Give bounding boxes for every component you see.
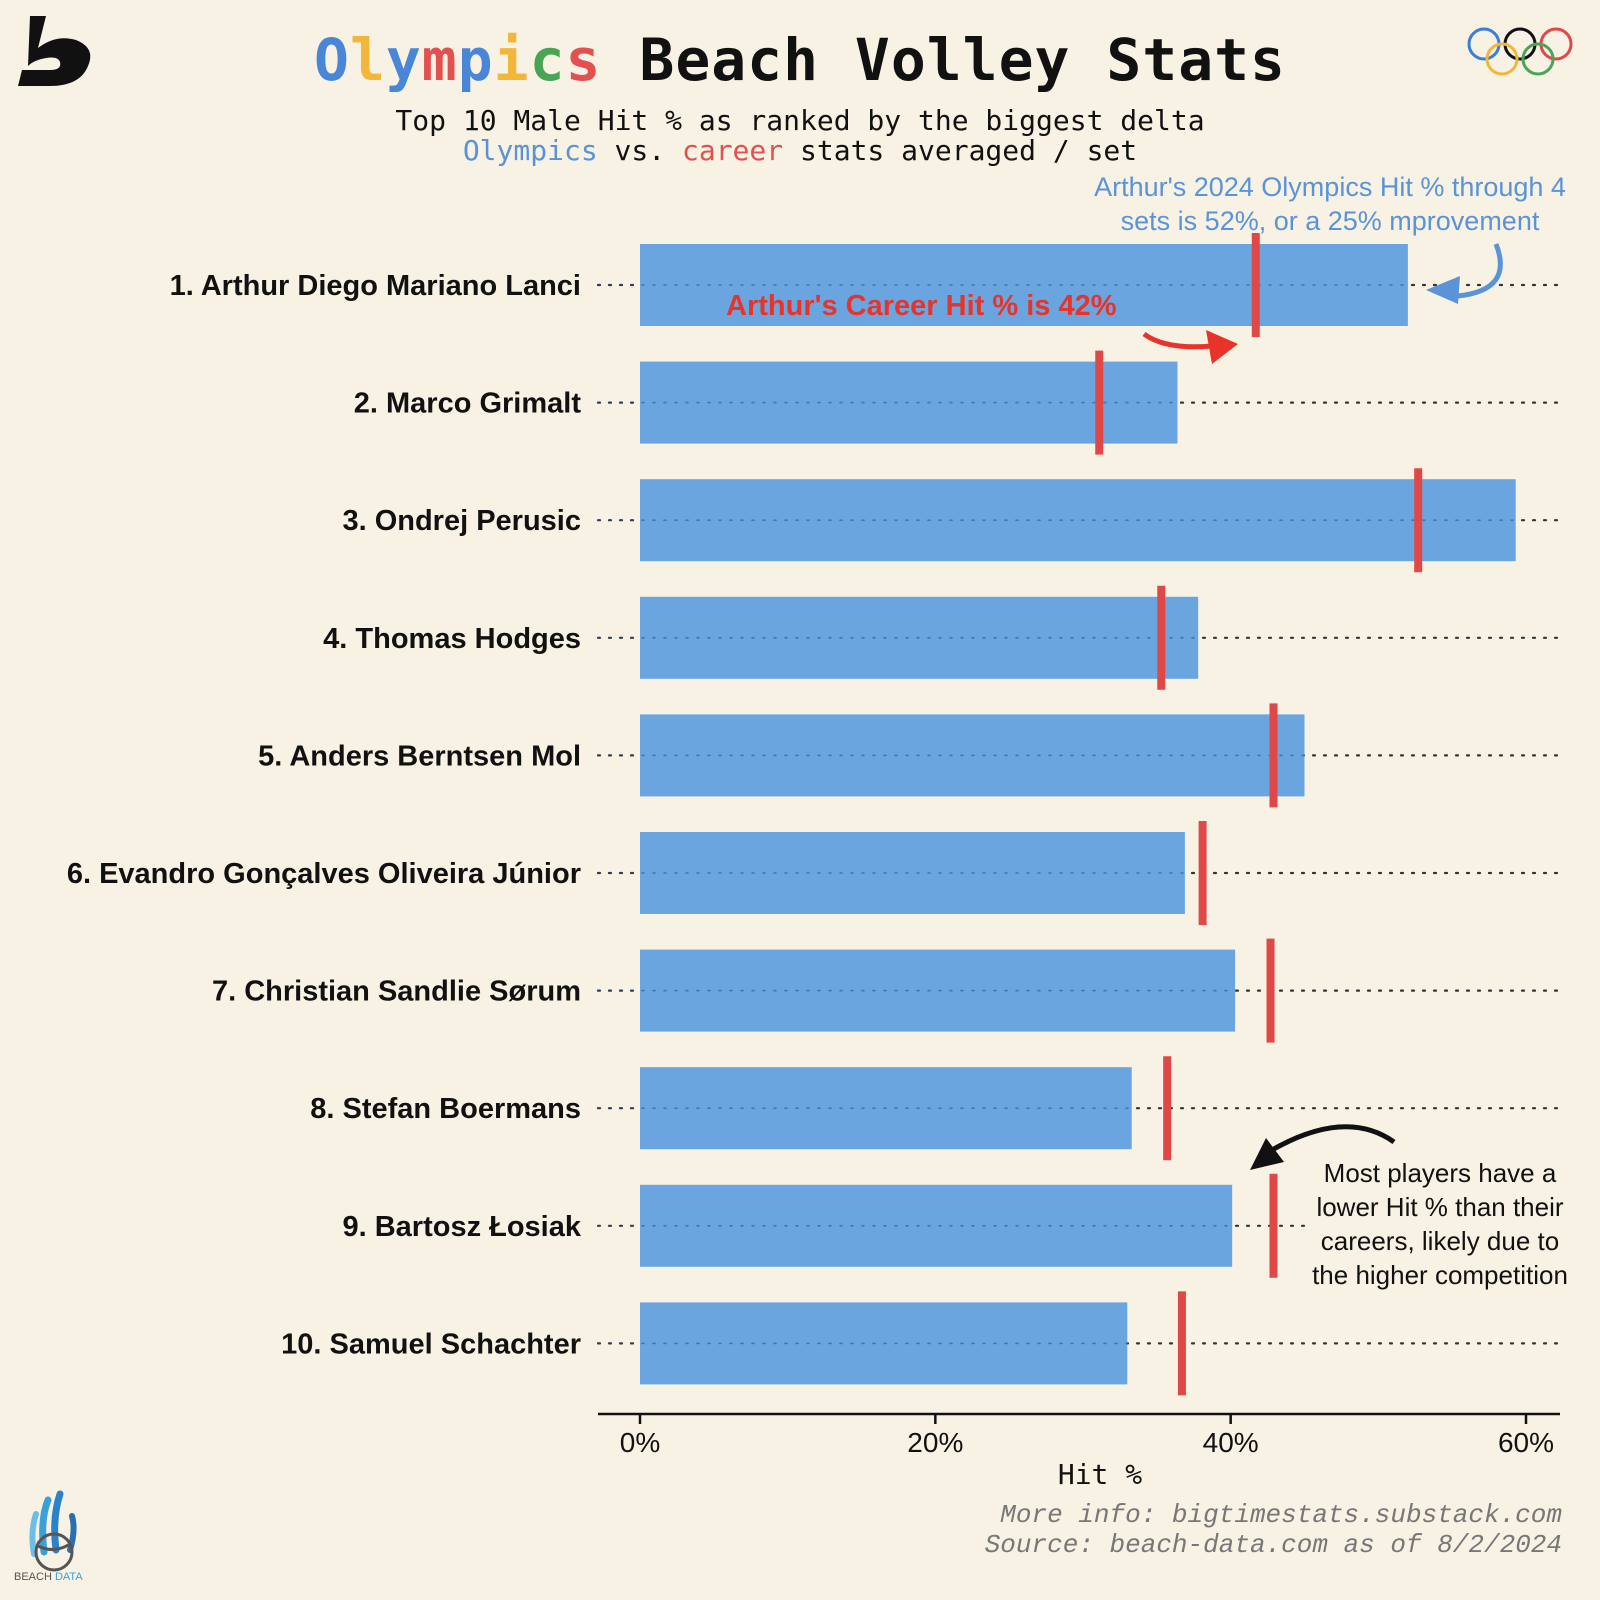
beach-data-logo-text: BEACH DATA <box>14 1571 83 1583</box>
footer: More info: bigtimestats.substack.com Sou… <box>985 1500 1562 1560</box>
title-letter: i <box>493 26 530 94</box>
title-letter: O <box>314 26 350 94</box>
subtitle-line-1: Top 10 Male Hit % as ranked by the bigge… <box>395 104 1205 137</box>
player-label: 10. Samuel Schachter <box>281 1328 581 1360</box>
subtitle-career: career <box>681 134 784 167</box>
footer-more-info: More info: bigtimestats.substack.com <box>1000 1500 1562 1530</box>
red-arrow-icon <box>1142 331 1213 350</box>
title-letter: c <box>529 26 566 94</box>
player-label: 9. Bartosz Łosiak <box>342 1211 581 1243</box>
player-label: 7. Christian Sandlie Sørum <box>212 976 581 1008</box>
red-arrowhead-icon <box>1206 330 1238 364</box>
x-axis-label: Hit % <box>1057 1458 1143 1491</box>
footer-source: Source: beach-data.com as of 8/2/2024 <box>984 1530 1562 1560</box>
player-label: 8. Stefan Boermans <box>310 1093 581 1125</box>
beach-data-logo-icon <box>29 1490 77 1572</box>
x-tick-label: 40% <box>1203 1427 1259 1458</box>
player-label: 2. Marco Grimalt <box>354 388 582 420</box>
subtitle-olympics: Olympics <box>462 134 598 167</box>
title-letter: y <box>385 26 422 94</box>
black-arrowhead-icon <box>1250 1138 1284 1170</box>
x-tick-label: 0% <box>620 1427 660 1458</box>
olympics-bar <box>640 1184 1233 1267</box>
x-tick-label: 20% <box>907 1427 963 1458</box>
x-tick-label: 60% <box>1498 1427 1554 1458</box>
title-rest: Beach Volley Stats <box>639 26 1286 94</box>
olympics-bar <box>640 479 1516 562</box>
subtitle-vs: vs. <box>597 134 682 167</box>
title-letter: l <box>349 26 386 94</box>
title-olympics-word: Olympics <box>314 26 601 94</box>
player-label: 6. Evandro Gonçalves Oliveira Júnior <box>67 858 581 890</box>
olympic-rings-icon <box>1467 27 1573 76</box>
olympics-bar <box>640 949 1236 1032</box>
career-annotation: Arthur's Career Hit % is 42% <box>726 290 1117 322</box>
chart-title: Olympics Beach Volley Stats <box>0 26 1600 94</box>
chart-subtitle: Top 10 Male Hit % as ranked by the bigge… <box>0 106 1600 166</box>
player-label: 1. Arthur Diego Mariano Lanci <box>170 270 581 302</box>
title-letter: s <box>565 26 602 94</box>
subtitle-rest: stats averaged / set <box>783 134 1138 167</box>
olympics-annotation: Arthur's 2024 Olympics Hit % through 4 s… <box>1094 172 1566 236</box>
black-arrow-icon <box>1270 1124 1396 1153</box>
trend-annotation: Most players have a lower Hit % than the… <box>1306 1156 1574 1292</box>
title-letter: p <box>457 26 494 94</box>
title-letter: m <box>421 26 458 94</box>
subtitle-line-2: Olympics vs. career stats averaged / set <box>0 136 1600 166</box>
player-label: 5. Anders Berntsen Mol <box>258 740 581 772</box>
blue-arrowhead-icon <box>1426 276 1460 304</box>
player-label: 4. Thomas Hodges <box>323 623 581 655</box>
player-label: 3. Ondrej Perusic <box>342 505 581 537</box>
blue-arrow-icon <box>1457 243 1503 299</box>
s-logo <box>18 16 91 86</box>
